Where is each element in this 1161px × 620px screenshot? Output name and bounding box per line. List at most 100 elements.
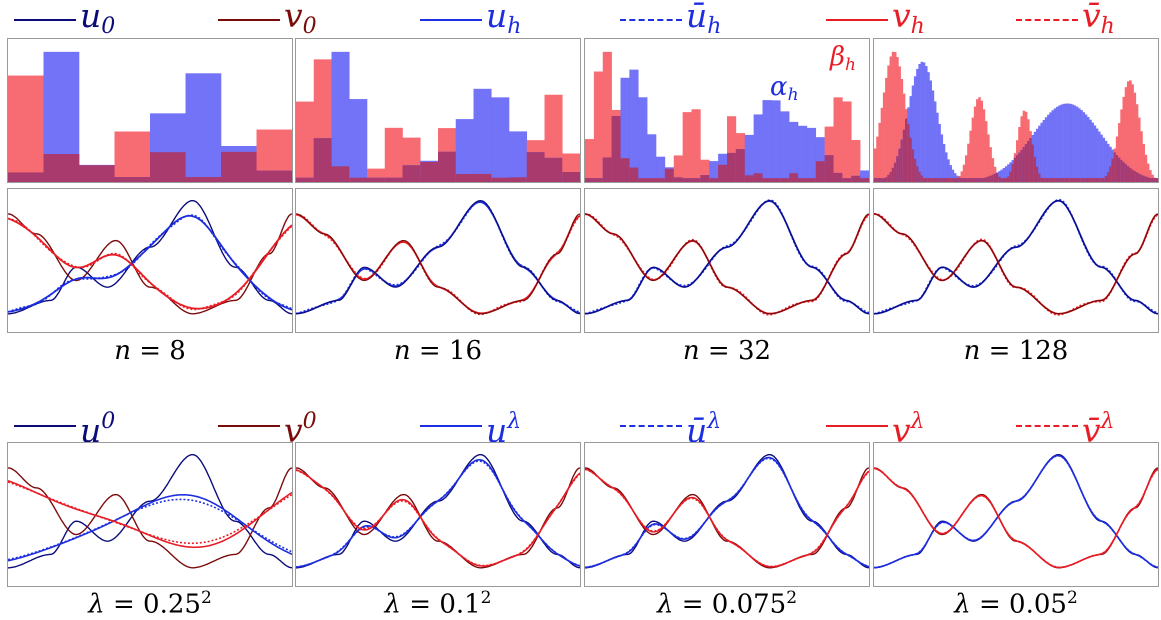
overlap-bar [384,177,403,182]
overlap-bar [1002,178,1006,182]
alpha-bar [860,170,869,182]
overlap-bar [936,178,939,182]
beta-bar [384,127,403,182]
u0-line [874,200,1158,315]
legend-line [1016,19,1078,21]
overlap-bar [991,174,995,182]
overlap-bar [585,178,595,182]
overlap-bar [1111,158,1114,182]
overlap-bar [455,173,474,182]
u0-line [8,199,292,315]
histogram-svg [874,51,1158,182]
overlap-bar [1033,156,1037,182]
alpha-bar [945,152,948,182]
overlap-bar [1013,157,1017,182]
overlap-bar [1091,178,1094,182]
beta-annotation: βh [830,42,856,75]
alpha-bar [1091,122,1094,182]
beta-bar [700,159,710,182]
overlap-bar [1093,178,1097,182]
overlap-bar [1129,167,1132,182]
overlap-bar [942,178,946,182]
overlap-bar [987,176,990,182]
beta-bar [727,116,737,182]
histogram-panel [295,38,581,183]
overlap-bar [1098,178,1101,182]
alpha-bar [1093,125,1097,182]
curve-svg [8,199,292,315]
ubar-h-line [8,214,292,313]
overlap-bar [964,178,968,182]
alpha-bar [1040,122,1043,182]
overlap-bar [114,177,151,182]
overlap-bar [1120,159,1123,182]
alpha-bar [771,100,781,182]
legend-label: v̄h [1082,0,1115,39]
overlap-bar [1069,178,1072,182]
alpha-bar [1053,108,1057,182]
overlap-bar [1151,178,1154,182]
alpha-bar [949,165,952,182]
alpha-bar [1055,106,1059,182]
v0-line [8,467,292,569]
overlap-bar [691,178,701,182]
alpha-bar [647,134,657,182]
overlap-bar [929,178,932,182]
overlap-bar [1149,177,1152,182]
overlap-bar [1040,177,1043,182]
alpha-bar [744,134,754,182]
alpha-bar [185,73,222,182]
legend-label: v0 [284,409,317,450]
overlap-bar [1087,178,1090,182]
beta-bar [1118,123,1121,182]
overlap-bar [296,177,315,182]
alpha-bar [916,68,919,182]
overlap-bar [1146,177,1150,182]
alpha-bar [927,72,930,182]
overlap-bar [402,165,421,182]
overlap-bar [1084,178,1088,182]
overlap-bar [960,178,964,182]
beta-bar [593,71,604,182]
overlap-bar [945,178,948,182]
beta-bar [900,79,904,182]
overlap-bar [1075,178,1079,182]
ubar-lambda-line [8,498,292,561]
overlap-bar [909,137,913,182]
alpha-bar [780,111,790,182]
beta-bar [971,117,975,182]
beta-bar [962,164,966,182]
ulambda-line [296,458,580,568]
overlap-bar [947,178,950,182]
curve-svg [585,453,869,569]
overlap-bar [1007,176,1010,182]
overlap-bar [1042,178,1046,182]
overlap-bar [1095,178,1099,182]
overlap-bar [753,173,763,182]
vh-line [585,213,869,315]
histogram-panel [584,38,870,183]
legend-line [420,19,482,21]
alpha-bar [938,123,941,182]
beta-bar [878,122,881,182]
beta-bar [876,136,879,182]
histogram-svg [296,51,580,182]
overlap-bar [938,178,941,182]
alpha-bar [629,69,639,182]
curve-panel [7,188,293,333]
overlap-bar [1049,178,1052,182]
beta-bar [1133,92,1137,182]
overlap-bar [185,177,222,182]
overlap-bar [967,178,970,182]
vlambda-line [874,467,1158,569]
beta-bar [887,65,890,182]
beta-bar [880,107,884,182]
panel-label: n = 128 [963,336,1069,366]
overlap-bar [998,176,1001,182]
alpha-bar [656,156,666,182]
overlap-bar [893,162,897,182]
legend-line [218,425,280,427]
legend-line [826,19,888,21]
beta-bar [874,148,877,182]
alpha-bar [349,99,368,182]
